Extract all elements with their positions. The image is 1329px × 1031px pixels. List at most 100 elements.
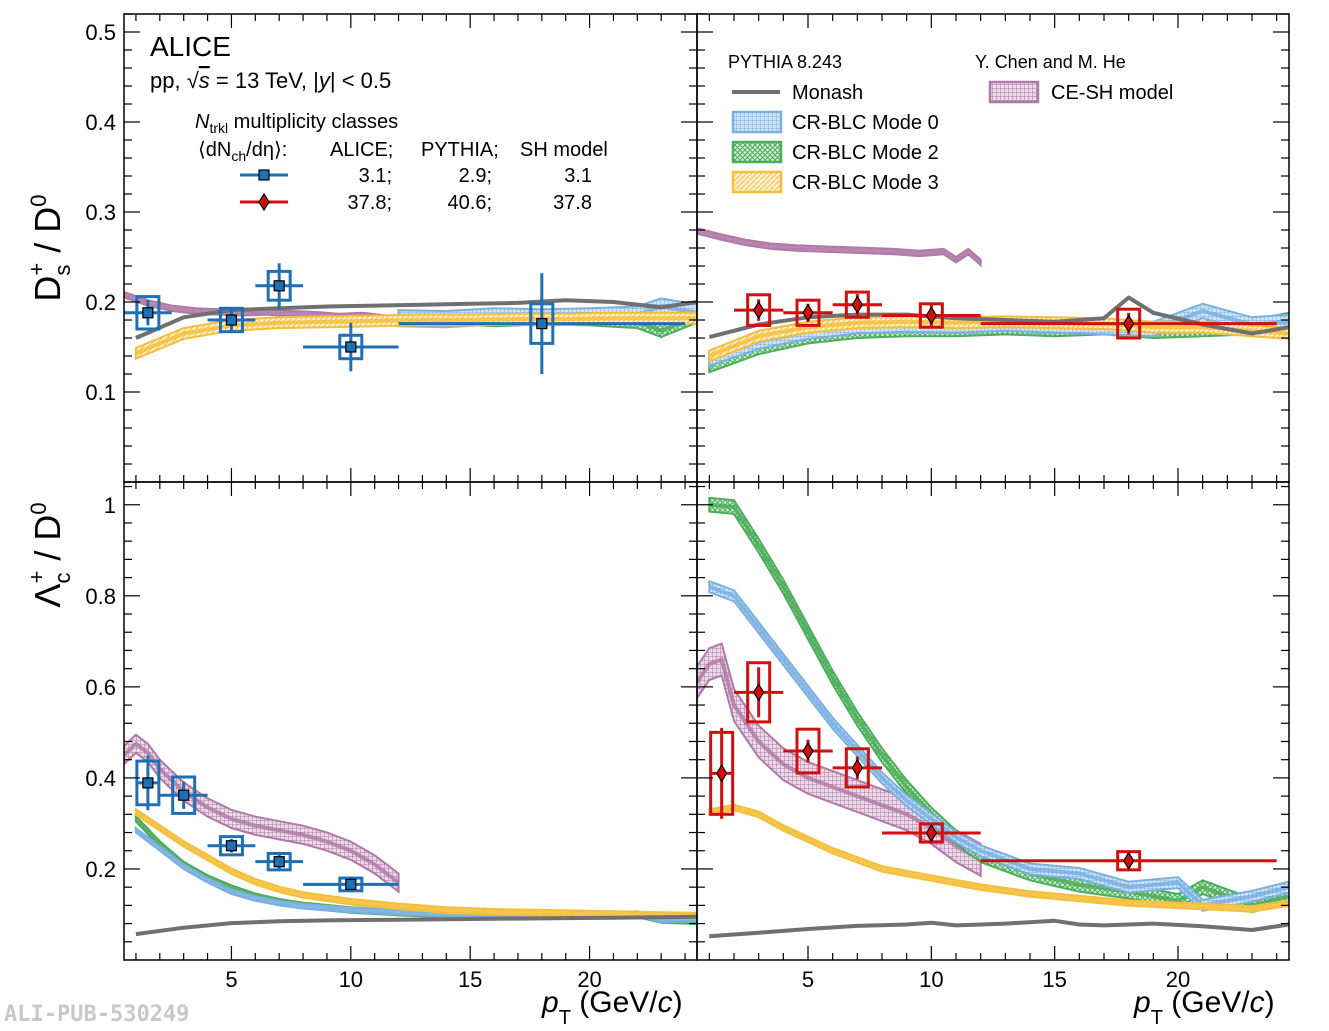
mode3-curve: [708, 805, 1289, 911]
xlabel-unit: (GeV/: [571, 986, 658, 1019]
frame-layer: [123, 13, 1290, 961]
legend-swatch-mode0: [731, 110, 783, 134]
x-axis-title-1: pT (GeV/c): [1133, 986, 1275, 1029]
pythia-legend-title: PYTHIA 8.243: [728, 52, 842, 72]
data-point-ds-low-3: [303, 322, 399, 372]
mult-title-text: multiplicity classes: [228, 111, 398, 133]
square-marker: [142, 307, 154, 319]
data-point-lc-high-1: [734, 661, 784, 724]
mult-title-var: N: [195, 111, 210, 133]
x-axis-title-0: pT (GeV/c): [541, 986, 683, 1029]
data-point-lc-low-4: [303, 876, 399, 893]
panel-lc-low: [124, 733, 697, 937]
plot-layer: [124, 227, 1289, 939]
axes-frame-lc-low: [123, 481, 698, 961]
mult-legend-diamond: [258, 192, 270, 212]
data-point-ds-low-2: [255, 263, 304, 309]
mode3-band: [134, 807, 697, 920]
monash-curve: [709, 918, 1289, 939]
he-legend-title: Y. Chen and M. He: [975, 52, 1126, 72]
legend-swatch-mode3: [731, 170, 783, 194]
x-tick-label: 20: [577, 967, 601, 992]
ce_sh-band: [124, 733, 400, 894]
legend-label-mode3: CR-BLC Mode 3: [792, 172, 939, 194]
data-point-lc-high-2: [783, 727, 833, 775]
y-axis-title-ds: Ds+ / D0: [24, 194, 75, 301]
data-point-lc-high-0: [709, 727, 735, 819]
square-marker: [273, 856, 285, 868]
data-point-lc-low-1: [159, 775, 208, 815]
square-marker: [142, 777, 154, 789]
sqrt-sign: √: [187, 68, 200, 93]
ylabel-sup: 0: [26, 502, 51, 514]
ylabel-part: / D: [27, 207, 68, 263]
ylabel-sup: +: [24, 263, 49, 276]
system-label: pp, √s = 13 TeV, |y| < 0.5: [150, 68, 391, 93]
ylabel-part: Λ: [27, 584, 68, 608]
monash-curve: [135, 914, 697, 937]
square-marker: [345, 341, 357, 353]
data-point-lc-low-3: [255, 851, 304, 872]
data-point-ds-high-0: [734, 293, 784, 327]
diamond-marker: [752, 300, 765, 320]
square-marker: [273, 280, 285, 292]
xlabel-var: p: [1133, 986, 1151, 1019]
system-part: | < 0.5: [330, 68, 391, 93]
system-s: s: [199, 68, 210, 93]
legend-label-mode0: CR-BLC Mode 0: [792, 112, 939, 134]
mult-legend-value: 3.1;: [359, 165, 392, 187]
xlabel-sub: T: [559, 1007, 571, 1029]
square-marker: [225, 314, 238, 326]
diamond-marker: [802, 303, 814, 322]
x-tick-label: 5: [802, 967, 814, 992]
mult-header-part: ⟨dN: [198, 139, 231, 161]
xlabel-var: p: [541, 986, 559, 1019]
data-point-lc-high-5: [980, 850, 1277, 872]
panel-ds-low: [124, 263, 697, 374]
ylabel-sup: +: [24, 571, 49, 584]
xlabel-unit-var: c: [1250, 986, 1265, 1019]
ylabel-part: D: [27, 276, 68, 302]
data-point-ds-high-3: [882, 302, 981, 329]
panel-lc-high: [697, 496, 1289, 939]
diamond-marker: [752, 683, 765, 702]
data-point-ds-high-2: [832, 290, 882, 319]
y-tick-label: 0.4: [85, 110, 116, 135]
x-tick-label: 20: [1166, 967, 1190, 992]
square-marker: [536, 318, 548, 330]
diamond-marker: [851, 295, 864, 314]
data-point-lc-low-0: [135, 755, 161, 811]
x-tick-label: 10: [339, 967, 363, 992]
y-tick-label: 0.8: [85, 584, 116, 609]
mult-header-pythia: PYTHIA;: [421, 139, 499, 161]
system-part: pp,: [150, 68, 187, 93]
xlabel-sub: T: [1151, 1007, 1163, 1029]
mult-legend-value: 40.6;: [448, 192, 492, 214]
data-point-lc-high-3: [832, 747, 882, 789]
system-part: = 13 TeV, |: [210, 68, 319, 93]
data-point-lc-low-2: [207, 835, 256, 857]
data-point-ds-low-1: [207, 306, 256, 334]
diamond-marker: [802, 741, 814, 761]
mult-header-sh: SH model: [520, 139, 608, 161]
mult-legend-header: ⟨dNch/dη⟩:: [198, 139, 287, 164]
square-marker: [225, 840, 238, 852]
mode2-band: [708, 496, 1289, 914]
y-axis-title-lc: Λc+ / D0: [24, 502, 75, 607]
ylabel-sub: s: [50, 265, 75, 276]
ylabel-sub: c: [50, 573, 75, 584]
system-y: y: [317, 68, 332, 93]
mult-title-sub: trkl: [209, 120, 228, 136]
xlabel-unit-var: c: [658, 986, 673, 1019]
axes-frame-lc-high: [696, 481, 1290, 961]
panel-ds-high: [697, 227, 1289, 374]
legend-label-ce-sh: CE-SH model: [1051, 82, 1173, 104]
mode0-band: [708, 579, 1289, 912]
diamond-marker: [715, 764, 728, 783]
mode2-curve: [709, 502, 1289, 908]
y-tick-label: 1: [104, 493, 116, 518]
diamond-marker: [851, 758, 864, 778]
diamond-marker: [1122, 314, 1135, 333]
y-tick-label: 0.4: [85, 766, 116, 791]
